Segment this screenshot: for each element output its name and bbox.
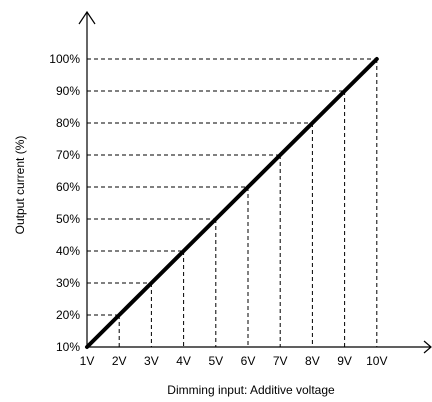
x-tick-label-1: 1V (80, 354, 95, 368)
x-tick-label-7: 7V (273, 354, 288, 368)
x-axis-title: Dimming input: Additive voltage (167, 383, 335, 397)
x-tick-label-8: 8V (305, 354, 320, 368)
data-point-2 (118, 314, 120, 316)
tick-labels: 1V 2V 3V 4V 5V 6V 7V 8V 9V 10V 10% 20% 30% 40% 50% 60% 7… (49, 52, 387, 368)
y-tick-label-9: 90% (56, 84, 80, 98)
x-tick-label-2: 2V (112, 354, 127, 368)
x-tick-label-9: 9V (337, 354, 352, 368)
y-tick-label-3: 30% (56, 276, 80, 290)
y-tick-label-8: 80% (56, 116, 80, 130)
x-tick-label-6: 6V (241, 354, 256, 368)
x-tick-label-4: 4V (176, 354, 191, 368)
series-layer (85, 57, 379, 349)
y-tick-label-4: 40% (56, 244, 80, 258)
y-tick-label-1: 10% (56, 340, 80, 354)
data-point-9 (344, 90, 346, 92)
guide-lines (87, 58, 378, 347)
output-current-line (85, 57, 379, 349)
y-tick-label-2: 20% (56, 308, 80, 322)
y-tick-label-10: 100% (49, 52, 80, 66)
x-tick-label-10: 10V (366, 354, 387, 368)
x-axis-arrow (423, 340, 432, 354)
data-point-5 (215, 218, 217, 220)
y-axis-title: Output current (%) (13, 136, 27, 235)
data-point-1 (86, 346, 88, 348)
y-tick-label-5: 50% (56, 212, 80, 226)
y-tick-label-7: 70% (56, 148, 80, 162)
x-tick-label-3: 3V (144, 354, 159, 368)
data-point-6 (247, 186, 249, 188)
data-point-4 (183, 250, 185, 252)
x-tick-label-5: 5V (208, 354, 223, 368)
y-axis-arrow (78, 10, 96, 25)
y-tick-label-6: 60% (56, 180, 80, 194)
data-point-10 (376, 58, 378, 60)
data-point-8 (311, 122, 313, 124)
axes (78, 10, 432, 354)
data-point-7 (279, 154, 281, 156)
data-point-3 (150, 282, 152, 284)
